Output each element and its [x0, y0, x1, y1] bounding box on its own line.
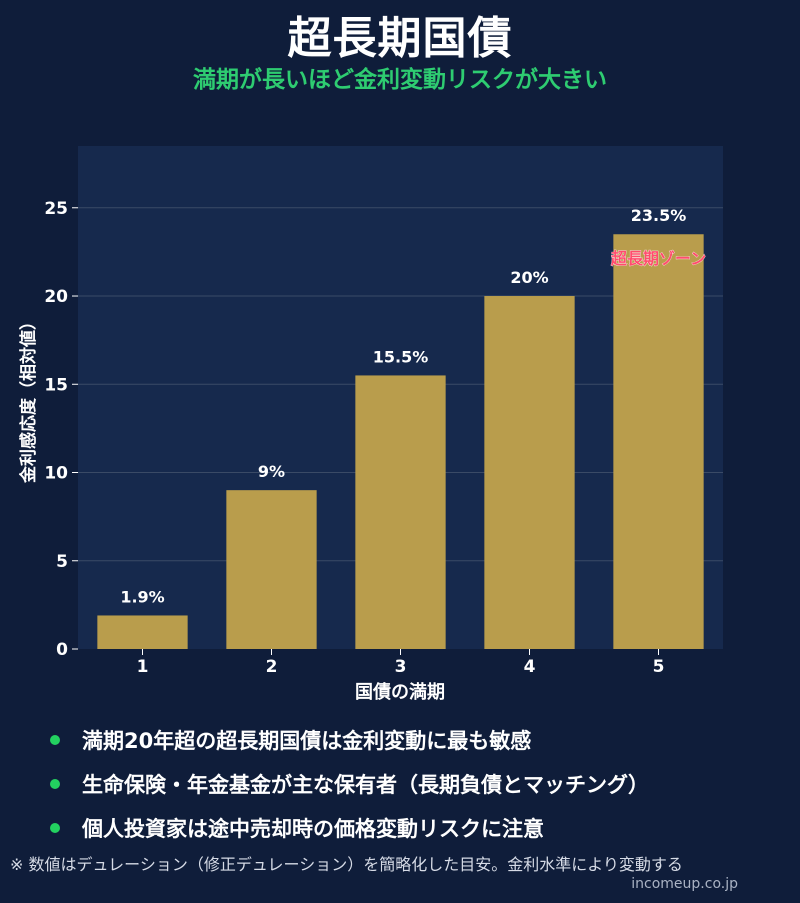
- bar: [613, 234, 704, 650]
- key-point-item: 満期20年超の超長期国債は金利変動に最も敏感: [50, 718, 790, 762]
- x-axis-label: 国債の満期: [355, 681, 445, 703]
- x-axis-ticks: 1 2 3 4 5: [137, 649, 665, 677]
- y-tick-label: 5: [56, 552, 68, 572]
- bullet-dot-icon: [50, 735, 60, 745]
- bullet-dot-icon: [50, 779, 60, 789]
- bar: [226, 490, 317, 649]
- bar-value-label: 1.9%: [120, 587, 164, 606]
- bar: [484, 296, 575, 649]
- key-point-text: 満期20年超の超長期国債は金利変動に最も敏感: [82, 729, 532, 753]
- y-tick-label: 10: [44, 464, 68, 484]
- source-credit: incomeup.co.jp: [631, 876, 738, 892]
- y-tick-label: 25: [44, 199, 68, 219]
- x-tick-label: 2: [266, 657, 278, 677]
- bar-value-label: 9%: [258, 462, 285, 481]
- x-tick-label: 4: [524, 657, 536, 677]
- annotation-label: 超長期ゾーン: [610, 249, 706, 268]
- y-tick-label: 0: [56, 640, 68, 660]
- y-axis-ticks: 0 5 10 15 20 25: [44, 199, 78, 660]
- x-tick-label: 5: [653, 657, 665, 677]
- key-point-item: 生命保険・年金基金が主な保有者（長期負債とマッチング）: [50, 762, 790, 806]
- key-point-text: 生命保険・年金基金が主な保有者（長期負債とマッチング）: [82, 773, 649, 797]
- bar-value-label: 20%: [510, 268, 548, 287]
- bars: 1.9% 9% 15.5% 20% 23.5% 超長期ゾーン: [97, 206, 706, 650]
- bar: [355, 375, 446, 649]
- bar-value-label: 15.5%: [373, 347, 429, 366]
- key-points-list: 満期20年超の超長期国債は金利変動に最も敏感 生命保険・年金基金が主な保有者（長…: [50, 718, 790, 850]
- y-tick-label: 20: [44, 287, 68, 307]
- y-axis-label: 金利感応度（相対値）: [18, 313, 39, 484]
- x-tick-label: 3: [395, 657, 407, 677]
- y-tick-label: 15: [44, 375, 68, 395]
- page-subtitle: 満期が長いほど金利変動リスクが大きい: [193, 67, 607, 93]
- footnote: ※ 数値はデュレーション（修正デュレーション）を簡略化した目安。金利水準により変…: [10, 855, 683, 874]
- bullet-dot-icon: [50, 823, 60, 833]
- bar-value-label: 23.5%: [631, 206, 687, 225]
- bar: [97, 615, 188, 649]
- bar-chart: 1.9% 9% 15.5% 20% 23.5% 超長期ゾーン 0 5 10 15 20 25 1 2 3…: [18, 146, 723, 703]
- page-title: 超長期国債: [287, 13, 513, 64]
- x-tick-label: 1: [137, 657, 149, 677]
- key-point-item: 個人投資家は途中売却時の価格変動リスクに注意: [50, 806, 790, 850]
- key-point-text: 個人投資家は途中売却時の価格変動リスクに注意: [82, 817, 544, 841]
